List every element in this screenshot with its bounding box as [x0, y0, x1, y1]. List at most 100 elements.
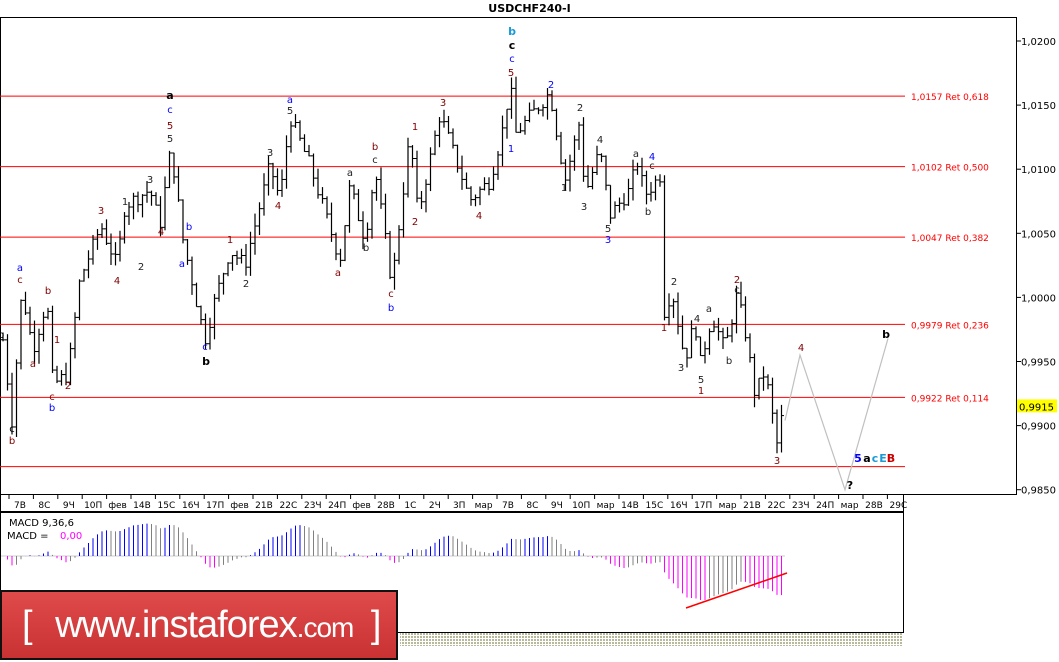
y-tick-label: 1,0000	[1021, 293, 1056, 304]
wave-label: 3	[147, 175, 153, 186]
wave-label: 3	[98, 206, 104, 217]
wave-label: a	[347, 168, 353, 179]
wave-label: 2	[412, 217, 418, 228]
macd-divergence-line	[685, 572, 788, 609]
wave-label: 4	[275, 201, 281, 212]
wave-label: 3	[774, 456, 780, 467]
x-tick-label: 17П	[694, 501, 712, 511]
wave-label: a	[633, 149, 639, 160]
x-tick-label: мар	[597, 501, 615, 511]
wave-label: 1	[661, 323, 667, 334]
x-tick-label: 24П	[816, 501, 834, 511]
fib-level-label: 0,9922 Ret 0,114	[911, 394, 989, 404]
x-tick-label: мар	[841, 501, 859, 511]
wave-label: c	[388, 289, 394, 300]
current-price-badge	[1017, 399, 1057, 413]
wave-label: 4	[114, 276, 120, 287]
wave-label: c	[167, 105, 173, 116]
scrollbar-strip[interactable]	[400, 633, 903, 646]
x-tick-label: 7В	[14, 501, 26, 511]
wave-label: 2	[734, 275, 740, 286]
x-tick-label: 23Ч	[792, 501, 810, 511]
x-tick-label: 14В	[133, 501, 151, 511]
logo-bracket-open: [	[22, 604, 33, 646]
wave-label: c	[734, 285, 740, 296]
wave-label: 1	[508, 144, 514, 155]
wave-label: b	[9, 436, 15, 447]
x-tick-label: 15С	[646, 501, 664, 511]
wave-label: ?	[847, 479, 853, 492]
wave-label: c	[49, 392, 55, 403]
x-tick-label: 10П	[84, 501, 102, 511]
wave-label: B	[887, 452, 895, 465]
wave-label: a	[166, 89, 173, 102]
y-tick-label: 1,0150	[1021, 101, 1056, 112]
wave-label: b	[186, 222, 192, 233]
wave-label: b	[0, 330, 4, 341]
wave-label: 5	[167, 134, 173, 145]
x-tick-label: 28В	[865, 501, 883, 511]
logo-bracket-close: ]	[370, 604, 382, 646]
x-tick-label: 14В	[621, 501, 639, 511]
wave-label: c	[509, 39, 516, 52]
x-tick-label: 8С	[38, 501, 50, 511]
wave-label: b	[508, 25, 516, 38]
x-tick-label: фев	[230, 501, 249, 511]
x-tick-label: 24П	[328, 501, 346, 511]
instaforex-logo[interactable]: [ www.instaforex.com ]	[0, 590, 398, 660]
wave-label: c	[872, 452, 879, 465]
wave-label: 3	[581, 202, 587, 213]
wave-label: c	[17, 275, 23, 286]
wave-label: 5	[605, 224, 611, 235]
wave-label: 3	[678, 363, 684, 374]
wave-label: 5	[508, 68, 514, 79]
wave-label: b	[645, 207, 651, 218]
x-tick-label: мар	[475, 501, 493, 511]
logo-text: www.instaforex	[55, 604, 298, 646]
y-tick-label: 1,0200	[1021, 37, 1056, 48]
wave-label: 5	[854, 452, 862, 465]
y-tick-label: 0,9900	[1021, 422, 1056, 433]
x-tick-label: 3П	[453, 501, 466, 511]
wave-label: b	[202, 355, 210, 368]
wave-label: a	[335, 268, 341, 279]
wave-label: 2	[548, 80, 554, 91]
macd-value-label: MACD =	[7, 531, 49, 542]
wave-label: a	[17, 263, 23, 274]
y-tick-label: 0,9950	[1021, 358, 1056, 369]
wave-label: b	[388, 303, 394, 314]
wave-label: 2	[243, 279, 249, 290]
wave-label: 1	[698, 386, 704, 397]
wave-label: a	[863, 452, 870, 465]
wave-label: c	[649, 161, 655, 172]
wave-label: 1	[54, 335, 60, 346]
x-tick-label: 1С	[404, 501, 416, 511]
wave-label: b	[372, 142, 378, 153]
wave-label: b	[45, 286, 51, 297]
chart-title: USDCHF240-I	[488, 2, 571, 15]
x-tick-label: 22С	[768, 501, 786, 511]
x-tick-label: 10П	[572, 501, 590, 511]
fib-level-label: 1,0047 Ret 0,382	[911, 234, 989, 244]
wave-label: a	[179, 259, 185, 270]
wave-label: c	[509, 54, 515, 65]
wave-label: b	[363, 243, 369, 254]
wave-label: 3	[605, 235, 611, 246]
x-tick-label: 8С	[526, 501, 538, 511]
wave-label: 2	[65, 381, 71, 392]
x-tick-label: 21В	[255, 501, 273, 511]
wave-label: 1	[227, 235, 233, 246]
wave-label: b	[49, 403, 55, 414]
x-tick-label: фев	[108, 501, 127, 511]
wave-label: 4	[694, 314, 700, 325]
wave-label: 4	[158, 227, 164, 238]
x-tick-label: 2Ч	[429, 501, 441, 511]
fib-level-label: 1,0157 Ret 0,618	[911, 93, 989, 103]
x-tick-label: 22С	[280, 501, 298, 511]
wave-label: 2	[577, 103, 583, 114]
wave-label: b	[882, 328, 890, 341]
forecast-path	[784, 338, 889, 492]
wave-label: 4	[649, 152, 655, 163]
